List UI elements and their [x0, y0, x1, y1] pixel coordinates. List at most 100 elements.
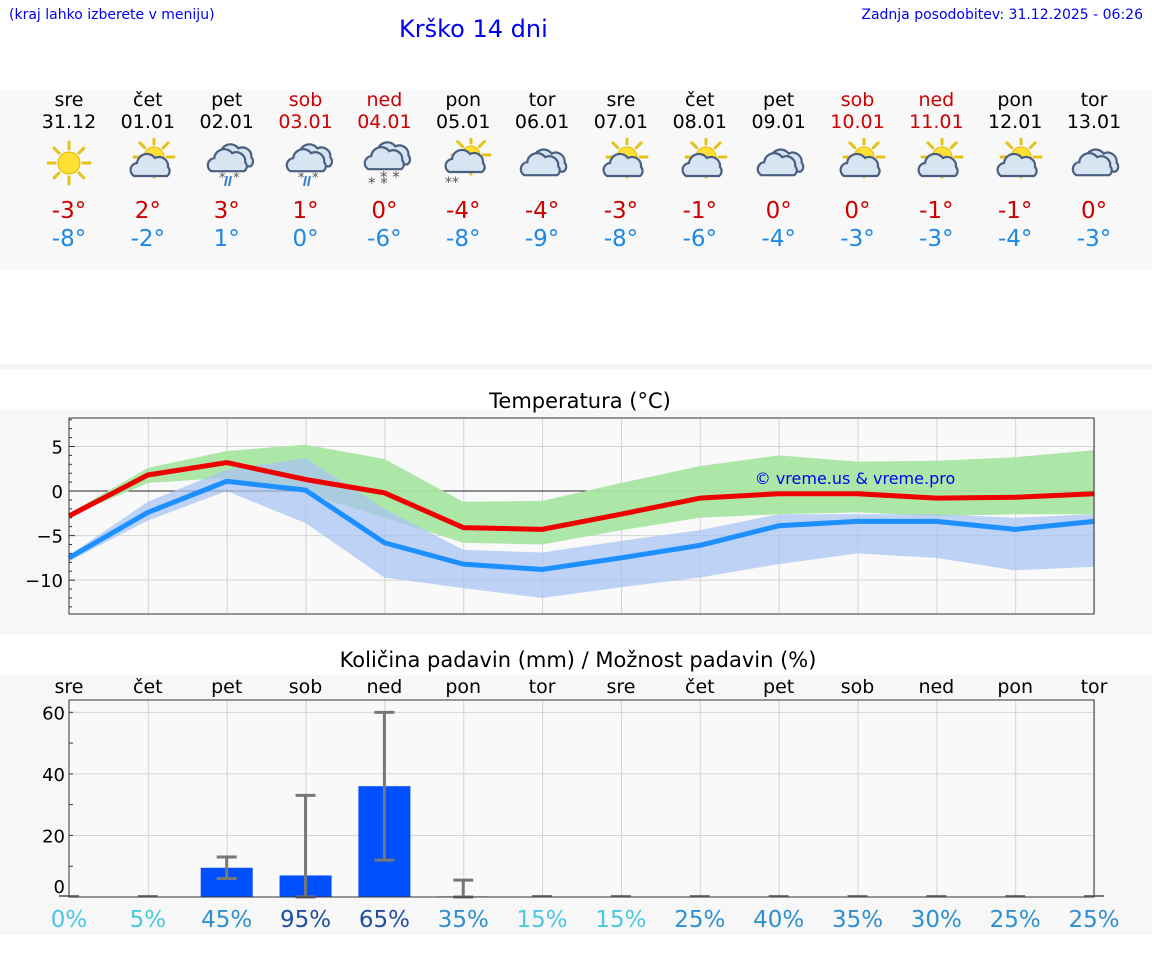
day-date: 06.01: [514, 111, 570, 133]
max-temperature: 0°: [765, 198, 792, 224]
precipitation-probability: 95%: [280, 907, 331, 933]
day-date: 07.01: [593, 111, 649, 133]
day-date: 08.01: [672, 111, 727, 133]
partly-cloudy-icon: [118, 135, 178, 188]
max-temperature: -1°: [997, 198, 1033, 224]
precipitation-day-label: sob: [841, 676, 875, 698]
min-temperature: -8°: [603, 226, 639, 252]
day-name: ned: [366, 89, 403, 111]
day-name: pet: [211, 89, 243, 111]
min-temperature: -2°: [130, 226, 166, 252]
precipitation-probability: 5%: [130, 907, 167, 933]
day-date: 09.01: [751, 111, 806, 133]
precipitation-y-tick-label: 0: [54, 877, 65, 898]
min-temperature: -6°: [367, 226, 402, 252]
day-name: sob: [840, 89, 875, 111]
precipitation-day-label: tor: [1081, 676, 1108, 698]
day-date: 31.12: [41, 111, 97, 133]
sun-snow-icon: **: [433, 134, 493, 191]
precipitation-day-label: tor: [529, 676, 556, 698]
day-name: sre: [606, 89, 636, 111]
precipitation-y-tick-label: 20: [42, 826, 65, 847]
day-date: 03.01: [278, 111, 333, 133]
svg-text:**: **: [445, 175, 459, 190]
max-temperature: 0°: [844, 198, 871, 224]
cloud-icon: [512, 138, 572, 188]
precipitation-probability: 0%: [51, 907, 88, 933]
day-date: 11.01: [909, 111, 964, 133]
day-date: 12.01: [987, 111, 1043, 133]
precipitation-day-label: sre: [55, 676, 84, 698]
max-temperature: -1°: [919, 198, 954, 224]
min-temperature: -8°: [51, 226, 87, 252]
precipitation-probability: 15%: [517, 907, 568, 933]
svg-text:*: *: [312, 171, 319, 186]
precipitation-day-label: sre: [606, 676, 635, 698]
max-temperature: 3°: [213, 198, 240, 224]
location-menu-hint: (kraj lahko izberete v meniju): [9, 7, 215, 23]
max-temperature-line: [67, 460, 1095, 532]
min-temperature: -4°: [997, 226, 1033, 252]
max-temperature: -1°: [682, 198, 718, 224]
precipitation-probability: 25%: [674, 907, 725, 933]
partly-cloudy-icon: [906, 135, 966, 188]
cloud-icon: [1064, 138, 1124, 188]
precipitation-y-tick-label: 40: [42, 765, 65, 786]
day-name: čet: [685, 89, 715, 111]
precipitation-probability: 30%: [911, 907, 962, 933]
partly-cloudy-icon: [828, 135, 888, 188]
day-date: 01.01: [120, 111, 176, 133]
min-temperature: -3°: [919, 226, 954, 252]
precipitation-probability: 35%: [832, 907, 883, 933]
temperature-y-tick-label: −10: [25, 571, 63, 592]
temperature-y-tick-label: 0: [52, 482, 63, 503]
max-temperature: -3°: [603, 198, 639, 224]
temperature-y-tick-label: 5: [52, 438, 63, 459]
max-temperature: 2°: [134, 198, 161, 224]
min-temperature: 1°: [213, 226, 240, 252]
precipitation-plot-area: [69, 700, 1094, 897]
max-temperature: 0°: [1080, 198, 1108, 224]
min-temperature-line: [67, 478, 1095, 572]
precipitation-probability: 45%: [201, 907, 252, 933]
day-date: 02.01: [199, 111, 254, 133]
partly-cloudy-icon: [670, 135, 730, 188]
precipitation-y-tick-label: 60: [42, 703, 65, 724]
precipitation-probability: 40%: [753, 907, 804, 933]
svg-text:* *: * *: [368, 174, 388, 190]
day-date: 13.01: [1066, 111, 1122, 133]
day-date: 04.01: [357, 111, 412, 133]
sun-icon: [39, 138, 99, 188]
precipitation-probability: 35%: [438, 907, 489, 933]
min-temperature: -9°: [524, 226, 560, 252]
precipitation-day-label: pet: [211, 676, 242, 698]
min-temperature: -6°: [682, 226, 718, 252]
day-name: tor: [528, 89, 556, 111]
min-temperature: 0°: [292, 226, 319, 252]
day-name: pon: [997, 89, 1034, 111]
cloud-sleet-icon: * *: [276, 138, 336, 188]
precipitation-probability: 15%: [595, 907, 646, 933]
precipitation-day-label: pon: [997, 676, 1033, 698]
day-name: sre: [54, 89, 84, 111]
partly-cloudy-icon: [985, 135, 1045, 188]
max-temperature: 1°: [292, 198, 319, 224]
min-temperature: -3°: [1076, 226, 1112, 252]
svg-text:*: *: [233, 171, 240, 186]
day-name: čet: [133, 89, 163, 111]
max-temperature: -4°: [446, 198, 481, 224]
precipitation-probability: 65%: [359, 907, 410, 933]
precipitation-day-label: ned: [367, 676, 403, 698]
min-temperature: -4°: [761, 226, 796, 252]
precipitation-day-label: pon: [445, 676, 481, 698]
precipitation-probability: 25%: [1068, 907, 1119, 933]
day-date: 05.01: [436, 111, 491, 133]
page-title: Krško 14 dni: [399, 15, 548, 43]
last-updated: Zadnja posodobitev: 31.12.2025 - 06:26: [861, 7, 1143, 23]
temperature-chart-title: Temperatura (°C): [488, 389, 671, 413]
watermark: © vreme.us & vreme.pro: [755, 469, 956, 488]
svg-text:* *: * *: [380, 168, 400, 186]
precipitation-probability: 25%: [990, 907, 1041, 933]
day-name: ned: [918, 89, 955, 111]
